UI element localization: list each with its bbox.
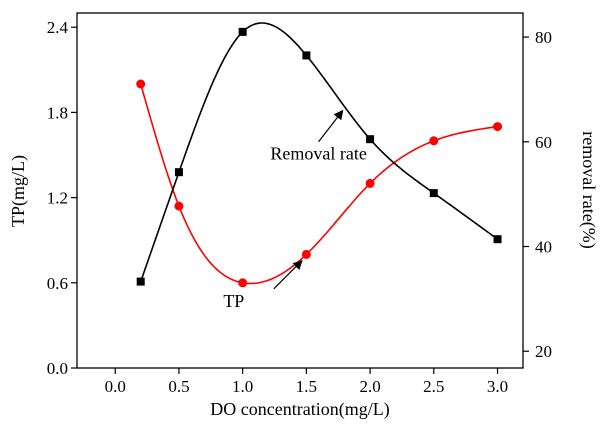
plot-frame (76, 12, 524, 369)
left-y-axis-ticks: 0.0 0.6 1.2 1.8 2.4 (47, 18, 77, 378)
data-point-1 (366, 135, 375, 144)
annotation-layer: Removal rate TP (223, 109, 367, 311)
annotation-label: Removal rate (270, 144, 366, 164)
data-point-1 (174, 168, 183, 177)
annotation-arrow (318, 109, 344, 143)
data-point-1 (238, 27, 247, 36)
data-point-0 (136, 79, 146, 89)
data-point-0 (174, 201, 184, 211)
series-layer (136, 22, 503, 288)
left-y-tick-label: 2.4 (47, 18, 69, 37)
right-y-tick-label: 40 (535, 238, 552, 257)
right-y-axis-ticks: 20 40 60 80 (523, 28, 552, 361)
x-axis-title: DO concentration(mg/L) (210, 399, 389, 420)
annotation-arrow (273, 259, 303, 290)
right-y-axis-title: removal rate(%) (578, 131, 599, 248)
x-axis-ticks: 0.0 0.5 1.0 1.5 2.0 2.5 3.0 (105, 368, 508, 396)
data-point-0 (429, 136, 439, 146)
data-point-1 (429, 189, 438, 198)
data-point-0 (301, 249, 311, 259)
x-tick-label: 1.5 (296, 377, 317, 396)
x-tick-label: 0.5 (168, 377, 189, 396)
right-y-tick-label: 80 (535, 28, 552, 47)
x-tick-label: 2.5 (423, 377, 444, 396)
right-y-tick-label: 20 (535, 342, 552, 361)
x-tick-label: 2.0 (359, 377, 380, 396)
x-tick-label: 0.0 (105, 377, 126, 396)
data-point-1 (493, 235, 502, 244)
x-tick-label: 3.0 (487, 377, 508, 396)
left-y-tick-label: 1.2 (47, 189, 68, 208)
left-y-axis-title: TP(mg/L) (8, 155, 29, 227)
data-point-0 (493, 122, 503, 132)
data-point-0 (365, 178, 375, 188)
series-line-0 (139, 83, 498, 285)
data-point-1 (136, 277, 145, 286)
left-y-tick-label: 1.8 (47, 103, 68, 122)
annotation-label: TP (223, 291, 244, 311)
data-point-1 (302, 51, 311, 60)
data-point-0 (238, 278, 248, 288)
left-y-tick-label: 0.0 (47, 359, 68, 378)
series-line-1 (139, 22, 498, 282)
left-y-tick-label: 0.6 (47, 274, 68, 293)
right-y-tick-label: 60 (535, 133, 552, 152)
x-tick-label: 1.0 (232, 377, 253, 396)
